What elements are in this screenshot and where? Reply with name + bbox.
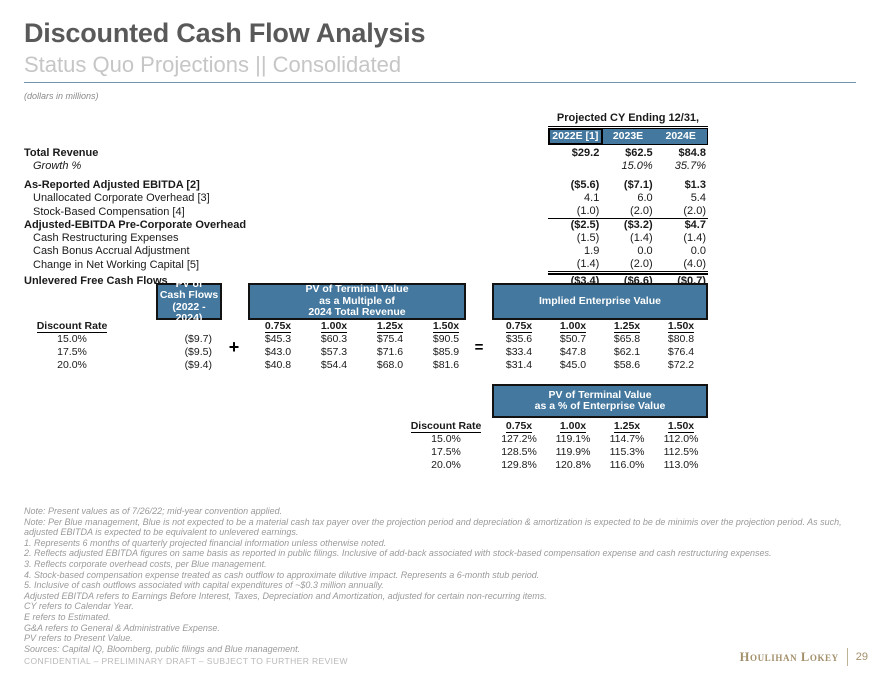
pv-cash-flows-box: PV of Cash Flows (2022 - 2024) — [156, 278, 222, 324]
projections-table: Projected CY Ending 12/31, 2022E [1] 202… — [24, 112, 708, 288]
grid-row: $33.4 $47.8 $62.1 $76.4 — [505, 346, 695, 358]
footnote: Note: Present values as of 7/26/22; mid-… — [24, 506, 283, 516]
implied-ev-box: Implied Enterprise Value — [492, 283, 708, 320]
grid-row: 127.2% 119.1% 114.7% 112.0% — [501, 433, 699, 445]
footnote: 1. Represents 6 months of quarterly proj… — [24, 537, 387, 548]
year-header-2024e: 2024E — [665, 130, 696, 142]
table-row-corp-overhead: Unallocated Corporate Overhead [3] 4.1 6.… — [33, 192, 706, 204]
pv-terminal-multiple-box: PV of Terminal Value as a Multiple of 20… — [248, 283, 466, 320]
footnote: Sources: Capital IQ, Bloomberg, public f… — [24, 643, 301, 654]
footnote: G&A refers to General & Administrative E… — [24, 622, 220, 633]
page-subtitle: Status Quo Projections || Consolidated — [24, 52, 402, 77]
grid-row: $40.8 $54.4 $68.0 $81.6 — [264, 359, 460, 371]
table-row-nwc: Change in Net Working Capital [5] (1.4)(… — [24, 258, 708, 272]
confidential-disclaimer: CONFIDENTIAL – PRELIMINARY DRAFT – SUBJE… — [24, 656, 348, 666]
year-header-2022e: 2022E [1] — [548, 128, 603, 145]
discount-rate-block-upper: Discount Rate 15.0% 17.5% 20.0% — [36, 320, 108, 371]
footer-brand-block: Houlihan Lokey 29 — [740, 648, 868, 666]
table-row-growth: Growth % 15.0% 35.7% — [33, 160, 706, 172]
table-row-total-revenue: Total Revenue $29.2 $62.5 $84.8 — [24, 147, 706, 159]
footnote: Adjusted EBITDA refers to Earnings Befor… — [24, 590, 547, 601]
pv-terminal-pct-box: PV of Terminal Value as a % of Enterpris… — [492, 384, 708, 418]
period-header: Projected CY Ending 12/31, — [548, 112, 708, 127]
table-row-adj-ebitda: As-Reported Adjusted EBITDA [2] ($5.6) ($… — [24, 179, 706, 191]
footnotes: Note: Present values as of 7/26/22; mid-… — [24, 506, 857, 654]
page-number: 29 — [855, 651, 868, 663]
equals-sign: = — [474, 339, 484, 356]
grid-row: $45.3 $60.3 $75.4 $90.5 — [264, 333, 460, 345]
grid-row: $31.4 $45.0 $58.6 $72.2 — [505, 359, 695, 371]
footnote: 3. Reflects corporate overhead costs, pe… — [24, 558, 267, 569]
discount-rate-label: Discount Rate — [410, 420, 482, 433]
discount-rate-label: Discount Rate — [36, 320, 108, 333]
plus-sign: + — [228, 337, 240, 357]
footnote: E refers to Estimated. — [24, 611, 111, 622]
footnote: PV refers to Present Value. — [24, 633, 133, 644]
discount-rate-block-lower: Discount Rate 15.0% 17.5% 20.0% — [410, 420, 482, 471]
footnote: 2. Reflects adjusted EBITDA figures on s… — [24, 548, 772, 559]
page-title: Discounted Cash Flow Analysis — [24, 18, 426, 48]
grid-row: 128.5% 119.9% 115.3% 112.5% — [501, 446, 699, 458]
footnote: 4. Stock-based compensation expense trea… — [24, 569, 540, 580]
pv-terminal-pct-grid: 0.75x 1.00x 1.25x 1.50x 127.2% 119.1% 11… — [492, 420, 708, 472]
grid-row: $43.0 $57.3 $71.6 $85.9 — [264, 346, 460, 358]
year-header-bar: 2022E [1] 2023E 2024E — [548, 128, 708, 145]
year-header-2023e: 2023E — [612, 130, 644, 142]
table-row-bonus-accrual: Cash Bonus Accrual Adjustment 1.9 0.0 0.0 — [33, 245, 706, 257]
table-row-adj-ebitda-pre-corp: Adjusted-EBITDA Pre-Corporate Overhead (… — [24, 219, 706, 231]
houlihan-lokey-logo: Houlihan Lokey — [739, 649, 839, 664]
footnote: 5. Inclusive of cash outflows associated… — [24, 580, 384, 591]
pv-cash-flows-values: ($9.7) ($9.5) ($9.4) — [184, 333, 212, 371]
footnote: Note: Per Blue management, Blue is not e… — [24, 516, 842, 538]
grid-row: 129.8% 120.8% 116.0% 113.0% — [501, 459, 699, 471]
units-note: (dollars in millions) — [24, 91, 99, 101]
implied-ev-grid: 0.75x 1.00x 1.25x 1.50x $35.6 $50.7 $65.… — [492, 320, 708, 372]
table-row-restructuring: Cash Restructuring Expenses (1.5) (1.4) (1… — [33, 232, 706, 244]
header-divider — [24, 82, 856, 83]
grid-row: $35.6 $50.7 $65.8 $80.8 — [505, 333, 695, 345]
footnote: CY refers to Calendar Year. — [24, 601, 134, 612]
pv-terminal-multiple-grid: 0.75x 1.00x 1.25x 1.50x $45.3 $60.3 $75.… — [250, 320, 474, 372]
page-number-divider — [846, 648, 848, 666]
table-row-sbc: Stock-Based Compensation [4] (1.0) (2.0)(… — [24, 205, 708, 219]
